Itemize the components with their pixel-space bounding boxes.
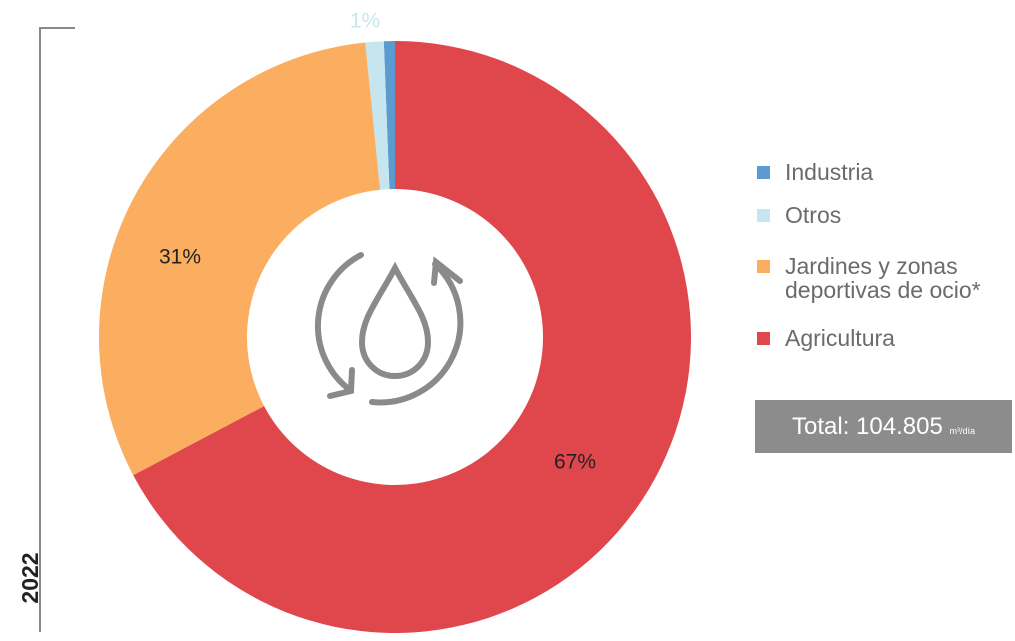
legend-swatch — [757, 260, 770, 273]
data-label: 1% — [350, 10, 380, 33]
legend-swatch — [757, 209, 770, 222]
total-text: Total: 104.805 — [792, 413, 943, 440]
data-label: 31% — [159, 246, 201, 269]
slices — [98, 41, 691, 634]
legend-label: Otros — [785, 202, 842, 228]
legend-swatch — [757, 332, 770, 345]
legend-label: Jardines y zonas deportivas de ocio* — [785, 253, 981, 303]
year-label: 2022 — [17, 552, 43, 603]
data-label: 67% — [554, 451, 596, 474]
total-box: Total: 104.805 m³/día — [755, 400, 1012, 453]
slice — [133, 41, 691, 634]
slice — [98, 42, 381, 476]
water-icon — [314, 252, 464, 406]
slice — [365, 41, 390, 190]
legend-label: Industria — [785, 159, 874, 185]
legend-label: Agricultura — [785, 325, 895, 351]
bracket — [39, 27, 75, 632]
slice — [383, 41, 395, 190]
legend-swatch — [757, 166, 770, 179]
total-unit: m³/día — [949, 426, 975, 436]
